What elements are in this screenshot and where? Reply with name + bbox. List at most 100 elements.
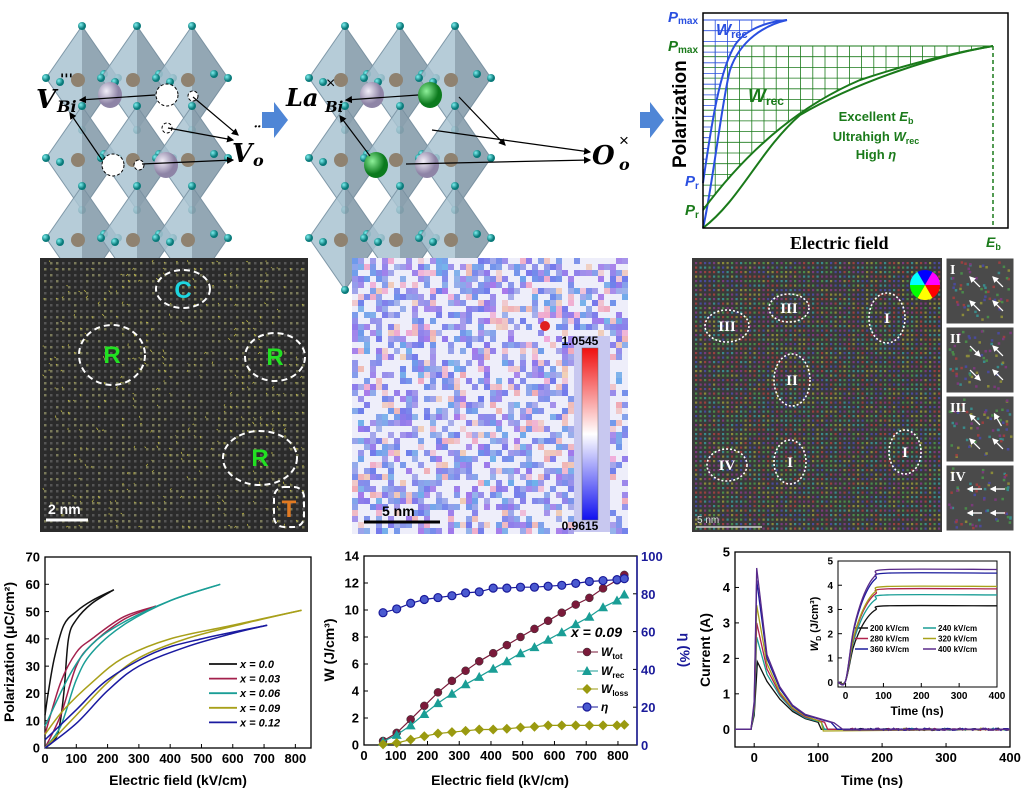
atom-column (212, 370, 215, 373)
strain-cell (376, 426, 382, 432)
atom-column (296, 280, 299, 283)
strain-cell (412, 294, 418, 300)
strain-cell (406, 396, 412, 402)
strain-cell (382, 462, 388, 468)
polar-pixel (834, 262, 837, 265)
strain-cell (442, 294, 448, 300)
strain-cell (418, 336, 424, 342)
strain-cell (610, 312, 616, 318)
displacement-vector (241, 512, 245, 515)
atom-column (260, 460, 263, 463)
atom-column (110, 442, 113, 445)
strain-cell (364, 264, 370, 270)
strain-cell (466, 372, 472, 378)
atom-column (242, 514, 245, 517)
strain-cell (382, 342, 388, 348)
displacement-vector (229, 272, 232, 275)
atom-column (266, 388, 269, 391)
strain-cell (460, 498, 466, 504)
strain-cell (550, 282, 556, 288)
strain-cell (364, 420, 370, 426)
strain-cell (496, 516, 502, 522)
atom-column (170, 412, 173, 415)
strain-cell (514, 474, 520, 480)
strain-cell (460, 504, 466, 510)
strain-cell (400, 354, 406, 360)
atom-column (158, 358, 161, 361)
strain-cell (436, 306, 442, 312)
polar-pixel (843, 293, 846, 296)
bi-atom (98, 82, 122, 108)
strain-cell (622, 462, 628, 468)
atom-column (152, 400, 155, 403)
strain-cell (448, 474, 454, 480)
strain-cell (490, 450, 496, 456)
atom-column (74, 376, 77, 379)
atom-column (230, 298, 233, 301)
strain-cell (418, 324, 424, 330)
strain-cell (550, 522, 556, 528)
atom-column (212, 394, 215, 397)
strain-cell (508, 426, 514, 432)
strain-cell (370, 528, 376, 534)
atom-column (110, 340, 113, 343)
atom-column (230, 508, 233, 511)
displacement-vector (145, 463, 149, 467)
strain-cell (622, 486, 628, 492)
strain-cell (466, 264, 472, 270)
atom-column (92, 310, 95, 313)
atom-column (68, 442, 71, 445)
atom-column (218, 388, 221, 391)
strain-cell (418, 360, 424, 366)
polar-pixel (758, 275, 761, 278)
atom-column (266, 460, 269, 463)
atom-column (68, 412, 71, 415)
la-bi-sub: Bi (324, 98, 344, 116)
strain-cell (388, 294, 394, 300)
strain-cell (430, 330, 436, 336)
atom-column (80, 280, 83, 283)
polar-pixel (839, 280, 842, 283)
atom-column (116, 508, 119, 511)
atom-column (44, 418, 47, 421)
strain-cell (376, 420, 382, 426)
atom-column (56, 394, 59, 397)
displacement-vector (78, 290, 81, 293)
atom-column (80, 292, 83, 295)
strain-cell (364, 360, 370, 366)
strain-cell (478, 504, 484, 510)
strain-cell (514, 510, 520, 516)
atom-column (164, 352, 167, 355)
atom-column (128, 304, 131, 307)
atom-column (56, 400, 59, 403)
polar-pixel (870, 275, 873, 278)
polar-pixel (884, 262, 887, 265)
atom-column (110, 484, 113, 487)
atom-column (218, 346, 221, 349)
atom-column (50, 514, 53, 517)
strain-cell (424, 480, 430, 486)
atom-column (200, 400, 203, 403)
polar-pixel (776, 275, 779, 278)
strain-cell (484, 420, 490, 426)
strain-cell (622, 366, 628, 372)
atom-column (56, 274, 59, 277)
strain-cell (442, 420, 448, 426)
strain-cell (580, 258, 586, 264)
polar-pixel (771, 266, 774, 269)
atom-column (110, 430, 113, 433)
strain-cell (418, 318, 424, 324)
atom-column (146, 310, 149, 313)
strain-cell (484, 306, 490, 312)
atom-column (44, 526, 47, 529)
atom-column (116, 412, 119, 415)
displacement-vector (61, 386, 64, 389)
la-bi-sup: × (326, 75, 335, 92)
polar-pixel (848, 262, 851, 265)
atom-column (236, 322, 239, 325)
green-pmax-label: Pmax (668, 38, 698, 56)
strain-cell (556, 366, 562, 372)
atom-column (146, 358, 149, 361)
atom-column (98, 484, 101, 487)
displacement-vector (265, 423, 268, 427)
